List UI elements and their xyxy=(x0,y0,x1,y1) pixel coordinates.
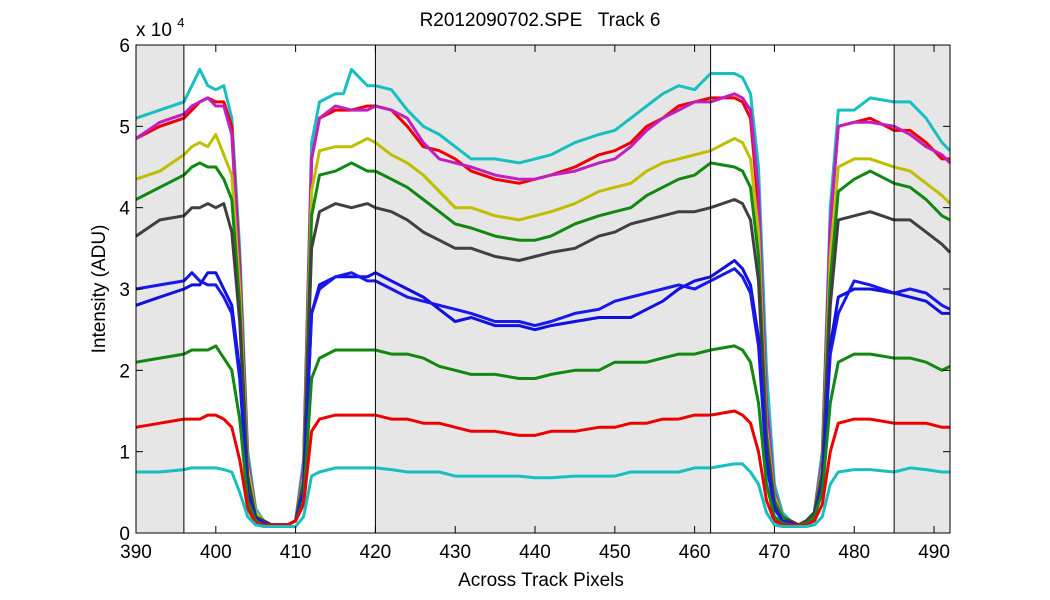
x-axis-ticks: 390 400 410 420 430 440 450 460 470 480 490 xyxy=(120,45,950,563)
x-tick-label: 480 xyxy=(838,542,870,563)
series-line xyxy=(135,344,951,527)
y-multiplier-base: x 10 xyxy=(136,20,172,41)
x-tick-label: 450 xyxy=(599,542,631,563)
shaded-region xyxy=(894,45,950,533)
x-tick-label: 440 xyxy=(519,542,551,563)
y-axis-label: Intensity (ADU) xyxy=(89,225,110,354)
x-tick-label: 430 xyxy=(439,542,471,563)
y-tick-label: 3 xyxy=(119,280,130,301)
y-tick-label: 6 xyxy=(119,36,130,57)
y-tick-label: 1 xyxy=(119,443,130,464)
series-line xyxy=(135,409,950,527)
y-multiplier-exponent: 4 xyxy=(177,15,184,30)
x-tick-label: 460 xyxy=(679,542,711,563)
x-tick-label: 470 xyxy=(759,542,791,563)
x-axis-label: Across Track Pixels xyxy=(458,570,624,591)
chart-title: R2012090702.SPE Track 6 xyxy=(420,10,661,31)
shaded-regions xyxy=(136,45,950,533)
y-tick-label: 4 xyxy=(119,199,130,220)
region-boundaries xyxy=(183,45,895,533)
x-tick-label: 490 xyxy=(918,542,950,563)
y-tick-label: 2 xyxy=(119,361,130,382)
x-tick-label: 390 xyxy=(120,542,152,563)
series-lines xyxy=(135,67,952,528)
series-line xyxy=(136,462,950,528)
y-axis-ticks: 0 1 2 3 4 5 6 xyxy=(119,36,950,545)
y-tick-label: 5 xyxy=(119,117,130,138)
x-tick-label: 400 xyxy=(200,542,232,563)
x-tick-label: 410 xyxy=(280,542,312,563)
series-line xyxy=(135,198,952,527)
x-tick-label: 420 xyxy=(360,542,392,563)
shaded-region xyxy=(375,45,711,533)
y-axis-multiplier: x 10 4 xyxy=(136,15,184,41)
y-tick-label: 0 xyxy=(119,524,130,545)
